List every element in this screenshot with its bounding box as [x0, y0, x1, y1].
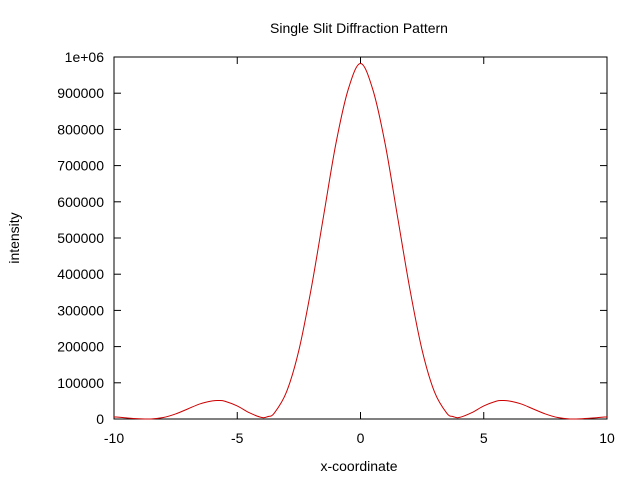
x-tick-label: -10 [104, 430, 124, 446]
x-tick-label: 10 [599, 430, 615, 446]
plot-border [113, 56, 608, 420]
x-axis-label: x-coordinate [320, 458, 397, 474]
y-tick-label: 600000 [57, 194, 104, 210]
y-tick-label: 1e+06 [65, 49, 105, 65]
series-line [113, 63, 608, 420]
y-tick-label: 800000 [57, 121, 104, 137]
y-tick-label: 900000 [57, 85, 104, 101]
y-tick-label: 200000 [57, 339, 104, 355]
x-tick-label: 5 [480, 430, 488, 446]
y-tick-label: 300000 [57, 302, 104, 318]
y-tick-label: 400000 [57, 266, 104, 282]
y-tick-label: 0 [96, 411, 104, 427]
x-tick-label: -5 [231, 430, 244, 446]
y-tick-label: 500000 [57, 230, 104, 246]
y-axis-label: intensity [6, 212, 22, 263]
y-tick-label: 100000 [57, 375, 104, 391]
plot-area: 0 100000 200000 300000 400000 500000 600000 700… [57, 49, 615, 446]
y-tick-label: 700000 [57, 158, 104, 174]
x-tick-label: 0 [357, 430, 365, 446]
chart-title: Single Slit Diffraction Pattern [270, 20, 448, 36]
